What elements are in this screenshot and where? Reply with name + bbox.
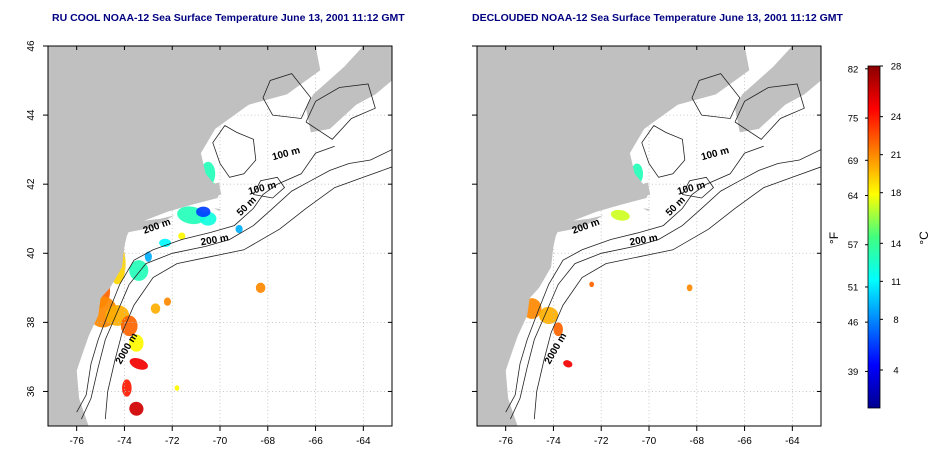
fahrenheit-tick-label: 51	[848, 282, 859, 293]
land-polygon	[48, 46, 321, 426]
x-tick-label: -66	[737, 436, 752, 447]
isobath-line	[212, 125, 257, 178]
land-polygon	[735, 46, 821, 133]
sst-patch	[563, 360, 573, 368]
isobath-line	[253, 176, 286, 199]
land-polygon	[634, 182, 651, 200]
fahrenheit-tick-label: 75	[848, 114, 859, 125]
sst-patch	[610, 209, 630, 221]
isobath-line	[505, 145, 764, 413]
sst-patch	[129, 401, 144, 416]
x-tick-label: -74	[117, 436, 132, 447]
colorbar-gradient	[867, 65, 881, 409]
isobath-line	[262, 73, 312, 119]
x-tick-label: -68	[261, 436, 276, 447]
celsius-tick-label: 28	[891, 62, 902, 73]
sst-patch	[235, 224, 243, 234]
x-tick-label: -68	[690, 436, 705, 447]
isobath-line	[81, 149, 392, 420]
x-tick-label: -76	[498, 436, 513, 447]
celsius-tick-label: 24	[891, 112, 902, 123]
sst-patch	[686, 284, 693, 292]
celsius-tick-label: 14	[891, 239, 902, 250]
fahrenheit-tick-label: 64	[848, 191, 859, 202]
land-polygon	[214, 208, 222, 211]
y-tick-label: 46	[26, 40, 37, 52]
x-tick-label: -70	[642, 436, 657, 447]
land-polygon	[205, 182, 222, 200]
isobath-line	[104, 166, 392, 420]
sst-patch	[196, 206, 211, 217]
sst-patch	[144, 251, 152, 262]
fahrenheit-tick-label: 69	[848, 156, 859, 167]
fahrenheit-tick-label: 82	[848, 64, 859, 75]
fahrenheit-unit-label: °F	[827, 232, 841, 244]
sst-patch	[120, 315, 138, 337]
fahrenheit-tick-label: 39	[848, 367, 859, 378]
x-tick-label: -74	[546, 436, 561, 447]
y-tick-label: 42	[26, 178, 37, 190]
celsius-tick-label: 21	[891, 150, 902, 161]
isobath-line	[641, 125, 686, 178]
sst-patch	[129, 334, 144, 352]
x-tick-label: -64	[356, 436, 371, 447]
celsius-unit-label: °C	[917, 231, 931, 245]
x-tick-label: -66	[308, 436, 323, 447]
y-tick-label: 44	[26, 109, 37, 121]
y-tick-label: 38	[26, 316, 37, 328]
celsius-tick-label: 4	[893, 366, 898, 377]
sst-patch	[129, 357, 148, 370]
x-tick-label: -64	[785, 436, 800, 447]
sst-patch	[163, 297, 172, 306]
celsius-tick-label: 18	[891, 188, 902, 199]
sst-patch	[129, 260, 149, 281]
land-polygon	[306, 46, 392, 133]
sst-patch	[255, 282, 266, 293]
sst-patch	[174, 385, 180, 391]
isobath-line	[533, 166, 821, 420]
sst-patch	[159, 238, 172, 248]
land-polygon	[643, 208, 651, 211]
sst-patch	[553, 322, 563, 337]
land-polygon	[126, 215, 175, 233]
sst-patch	[150, 303, 161, 314]
isobath-line	[691, 73, 741, 119]
y-tick-label: 36	[26, 385, 37, 397]
x-tick-label: -76	[69, 436, 84, 447]
land-polygon	[477, 46, 750, 426]
isobath-line	[734, 83, 805, 140]
land-polygon	[555, 215, 604, 233]
sst-patch	[589, 281, 595, 288]
celsius-tick-label: 8	[893, 315, 898, 326]
isobath-line	[510, 149, 821, 420]
sst-patch	[122, 379, 132, 397]
land	[477, 46, 821, 426]
y-tick-label: 40	[26, 247, 37, 259]
x-tick-label: -72	[165, 436, 180, 447]
temperature-colorbar: 28 24 21 18 14 11 8 4 82 75 69 64 57 51 46 39 °F °C	[827, 62, 931, 409]
x-tick-label: -72	[594, 436, 609, 447]
isobath-label: 200 m	[200, 233, 230, 249]
isobath-line	[305, 83, 376, 140]
isobath-line	[682, 176, 715, 199]
land	[48, 46, 392, 426]
x-tick-label: -70	[213, 436, 228, 447]
fahrenheit-tick-label: 57	[848, 240, 859, 251]
right-panel-title: DECLOUDED NOAA-12 Sea Surface Temperatur…	[472, 12, 843, 24]
celsius-tick-label: 11	[891, 277, 901, 288]
fahrenheit-tick-label: 46	[848, 318, 859, 329]
sst-patch	[178, 232, 186, 240]
isobath-line	[76, 145, 335, 413]
left-panel-title: RU COOL NOAA-12 Sea Surface Temperature …	[52, 12, 405, 24]
isobath-label: 200 m	[629, 233, 659, 249]
